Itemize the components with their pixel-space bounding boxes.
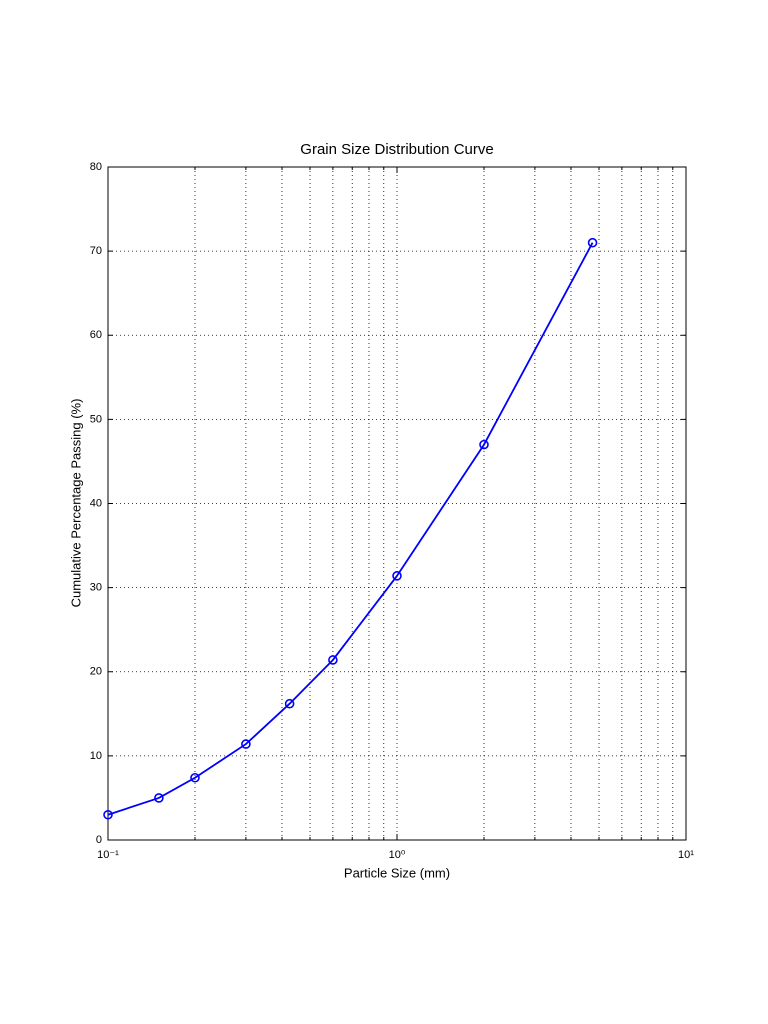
y-tick-label: 60 [90, 329, 102, 341]
x-axis-label: Particle Size (mm) [344, 865, 450, 880]
data-point [479, 439, 489, 450]
data-point [103, 809, 113, 820]
data-point [587, 237, 598, 248]
axes-box [107, 166, 687, 841]
x-tick-label: 10⁻¹ [97, 849, 119, 861]
data-point [392, 571, 402, 581]
data-point [328, 655, 338, 665]
data-line [107, 242, 594, 816]
y-tick-label: 30 [90, 582, 102, 594]
y-tick-label: 10 [90, 750, 102, 762]
y-tick-label: 20 [90, 666, 102, 678]
x-tick-label: 10⁰ [389, 849, 406, 861]
y-axis-label: Cumulative Percentage Passing (%) [68, 399, 83, 608]
y-tick-label: 50 [90, 413, 102, 425]
chart-title: Grain Size Distribution Curve [300, 141, 493, 158]
x-tick-label: 10¹ [678, 849, 694, 861]
data-point [284, 698, 295, 709]
y-tick-label: 80 [90, 161, 102, 173]
data-point [190, 772, 200, 783]
y-tick-label: 40 [90, 497, 102, 509]
y-tick-label: 0 [96, 834, 102, 846]
y-tick-label: 70 [90, 245, 102, 257]
data-point [241, 739, 251, 749]
data-point [154, 793, 164, 803]
